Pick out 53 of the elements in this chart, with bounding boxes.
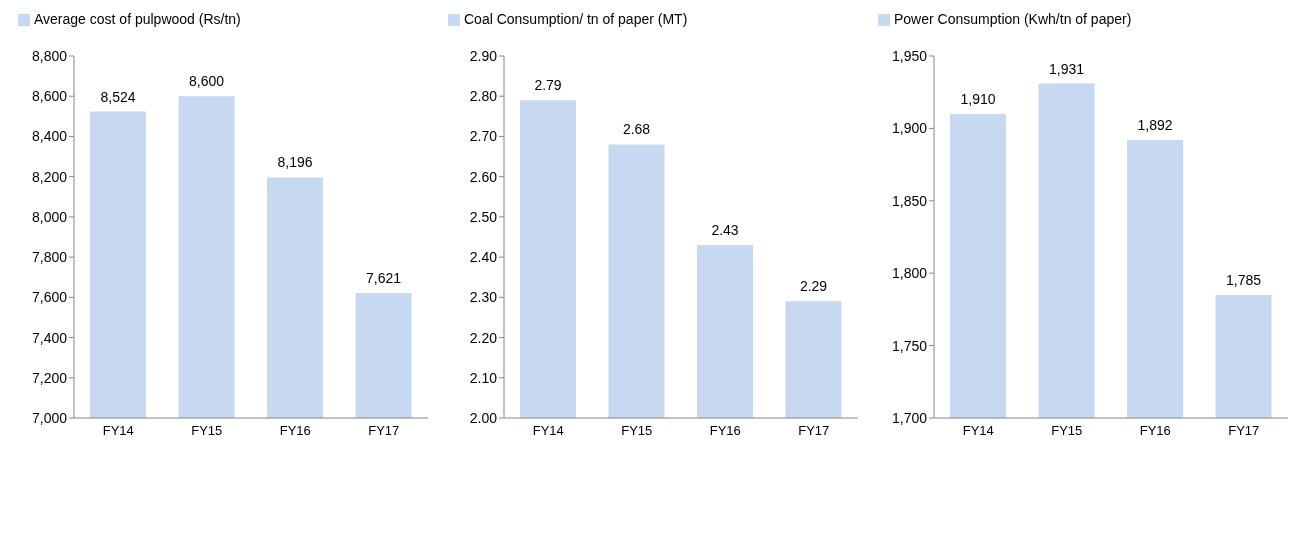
x-tick-label: FY16 bbox=[709, 423, 741, 439]
data-label: 2.43 bbox=[711, 222, 739, 239]
x-tick-label: FY17 bbox=[798, 423, 830, 439]
x-tick-label: FY15 bbox=[621, 423, 653, 439]
legend-label: Coal Consumption/ tn of paper (MT) bbox=[464, 11, 688, 27]
y-tick-label: 1,750 bbox=[891, 337, 928, 354]
y-tick-label: 8,000 bbox=[31, 208, 68, 225]
data-label: 8,524 bbox=[100, 88, 136, 105]
x-tick-label: FY17 bbox=[368, 423, 400, 439]
y-tick-label: 2.80 bbox=[469, 88, 498, 105]
y-tick-label: 7,000 bbox=[31, 409, 68, 426]
data-label: 2.29 bbox=[799, 278, 828, 295]
x-tick-label: FY17 bbox=[1228, 423, 1260, 439]
y-tick-label: 1,900 bbox=[891, 120, 928, 137]
y-tick-label: 8,200 bbox=[31, 168, 68, 185]
x-tick-label: FY15 bbox=[191, 423, 223, 439]
y-tick-label: 7,200 bbox=[31, 369, 68, 386]
y-tick-label: 8,800 bbox=[31, 47, 68, 64]
legend-label: Average cost of pulpwood (Rs/tn) bbox=[34, 11, 241, 27]
y-tick-label: 1,950 bbox=[891, 47, 928, 64]
data-label: 7,621 bbox=[365, 270, 402, 287]
data-label: 1,785 bbox=[1225, 271, 1262, 288]
data-label: 1,892 bbox=[1137, 116, 1173, 133]
y-tick-label: 2.60 bbox=[469, 168, 498, 185]
y-tick-label: 8,400 bbox=[31, 128, 68, 145]
data-label: 2.79 bbox=[534, 77, 562, 94]
y-tick-label: 7,600 bbox=[31, 289, 68, 306]
data-label: 1,910 bbox=[960, 90, 996, 107]
y-tick-label: 1,800 bbox=[891, 265, 928, 282]
y-tick-label: 2.90 bbox=[469, 47, 498, 64]
x-tick-label: FY15 bbox=[1051, 423, 1083, 439]
x-tick-label: FY16 bbox=[1139, 423, 1171, 439]
y-tick-label: 8,600 bbox=[31, 88, 68, 105]
y-tick-label: 1,850 bbox=[891, 192, 928, 209]
data-label: 1,931 bbox=[1048, 60, 1085, 77]
y-tick-label: 7,400 bbox=[31, 329, 68, 346]
y-tick-label: 2.50 bbox=[469, 208, 498, 225]
x-tick-label: FY14 bbox=[962, 423, 994, 439]
x-tick-label: FY16 bbox=[279, 423, 311, 439]
y-tick-label: 1,700 bbox=[891, 409, 928, 426]
y-tick-label: 2.20 bbox=[469, 329, 498, 346]
y-tick-label: 2.30 bbox=[469, 289, 498, 306]
data-label: 8,600 bbox=[188, 73, 225, 90]
y-tick-label: 2.10 bbox=[469, 369, 498, 386]
x-tick-label: FY14 bbox=[532, 423, 564, 439]
y-tick-label: 2.70 bbox=[469, 128, 498, 145]
data-label: 2.68 bbox=[622, 121, 651, 138]
legend-label: Power Consumption (Kwh/tn of paper) bbox=[894, 11, 1132, 27]
y-tick-label: 2.00 bbox=[469, 409, 498, 426]
y-tick-label: 7,800 bbox=[31, 249, 68, 266]
data-label: 8,196 bbox=[277, 154, 313, 171]
x-tick-label: FY14 bbox=[102, 423, 134, 439]
y-tick-label: 2.40 bbox=[469, 249, 498, 266]
